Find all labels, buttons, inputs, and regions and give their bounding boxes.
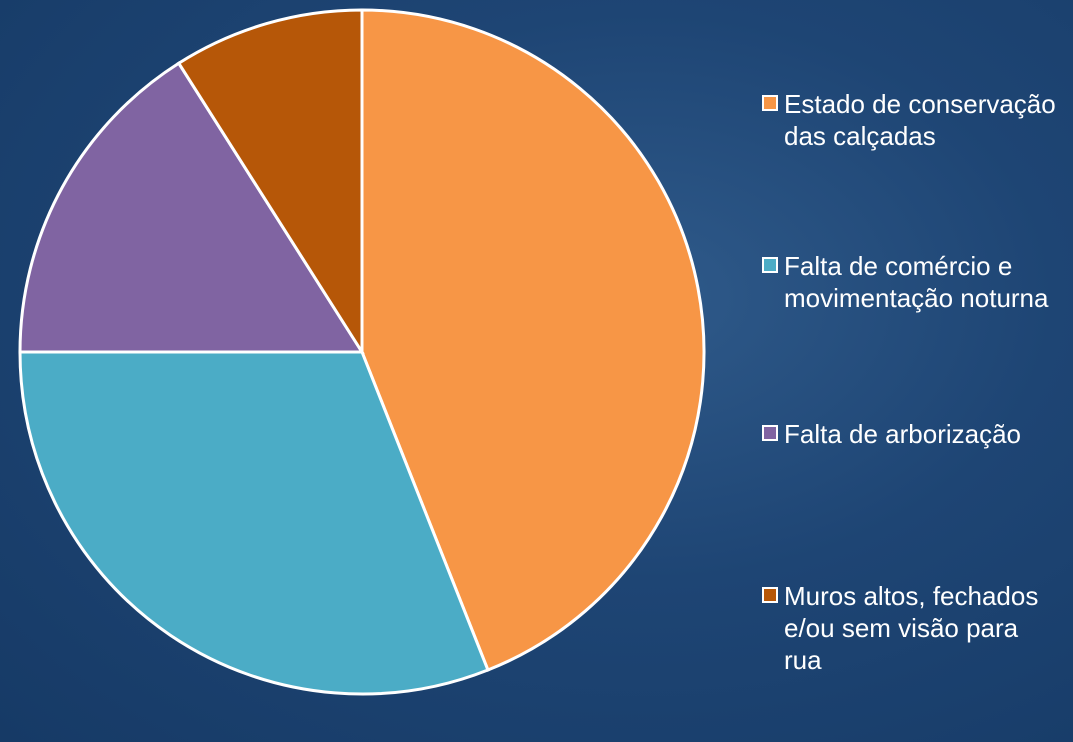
- legend-item: Falta de comércio e movimentação noturna: [762, 250, 1062, 314]
- legend-label: Muros altos, fechados e/ou sem visão par…: [784, 581, 1039, 675]
- legend-swatch: [762, 425, 778, 441]
- pie-slice: [18, 61, 365, 354]
- legend-swatch: [762, 587, 778, 603]
- legend-swatch: [762, 95, 778, 111]
- legend-item: Muros altos, fechados e/ou sem visão par…: [762, 580, 1062, 676]
- legend-label: Falta de arborização: [784, 419, 1022, 449]
- pie-slice: [18, 350, 490, 696]
- legend-label: Estado de conservação das calçadas: [784, 89, 1056, 151]
- legend-item: Estado de conservação das calçadas: [762, 88, 1062, 152]
- pie-slice: [176, 8, 364, 358]
- legend-item: Falta de arborização: [762, 418, 1062, 450]
- legend-swatch: [762, 257, 778, 273]
- legend-label: Falta de comércio e movimentação noturna: [784, 251, 1049, 313]
- pie-slice: [360, 8, 706, 672]
